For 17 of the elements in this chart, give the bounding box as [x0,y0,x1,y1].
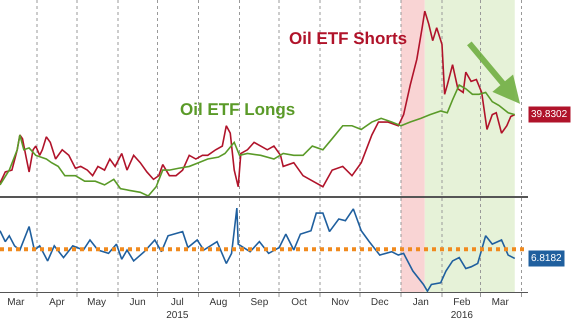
x-tick-label: Mar [7,297,26,308]
x-tick-label: May [87,297,106,308]
series-label: Oil ETF Longs [180,100,296,119]
x-tick-label: Aug [209,297,228,308]
x-tick-label: Nov [331,297,349,308]
x-tick-label: Dec [370,297,389,308]
series-label: Oil ETF Shorts [289,29,408,48]
text: 39.8302 [531,109,568,120]
x-tick-label: Apr [49,297,66,308]
text: 6.8182 [531,253,562,264]
x-tick-label: Jul 2015 [166,297,189,321]
x-tick-label: Feb 2016 [450,297,474,321]
x-tick-label: Sep [250,297,269,308]
x-tick-label: Mar [492,297,510,308]
x-tick-label: Jun [130,297,146,308]
x-tick-label: Oct [291,297,308,308]
x-tick-label: Jan [412,297,429,308]
